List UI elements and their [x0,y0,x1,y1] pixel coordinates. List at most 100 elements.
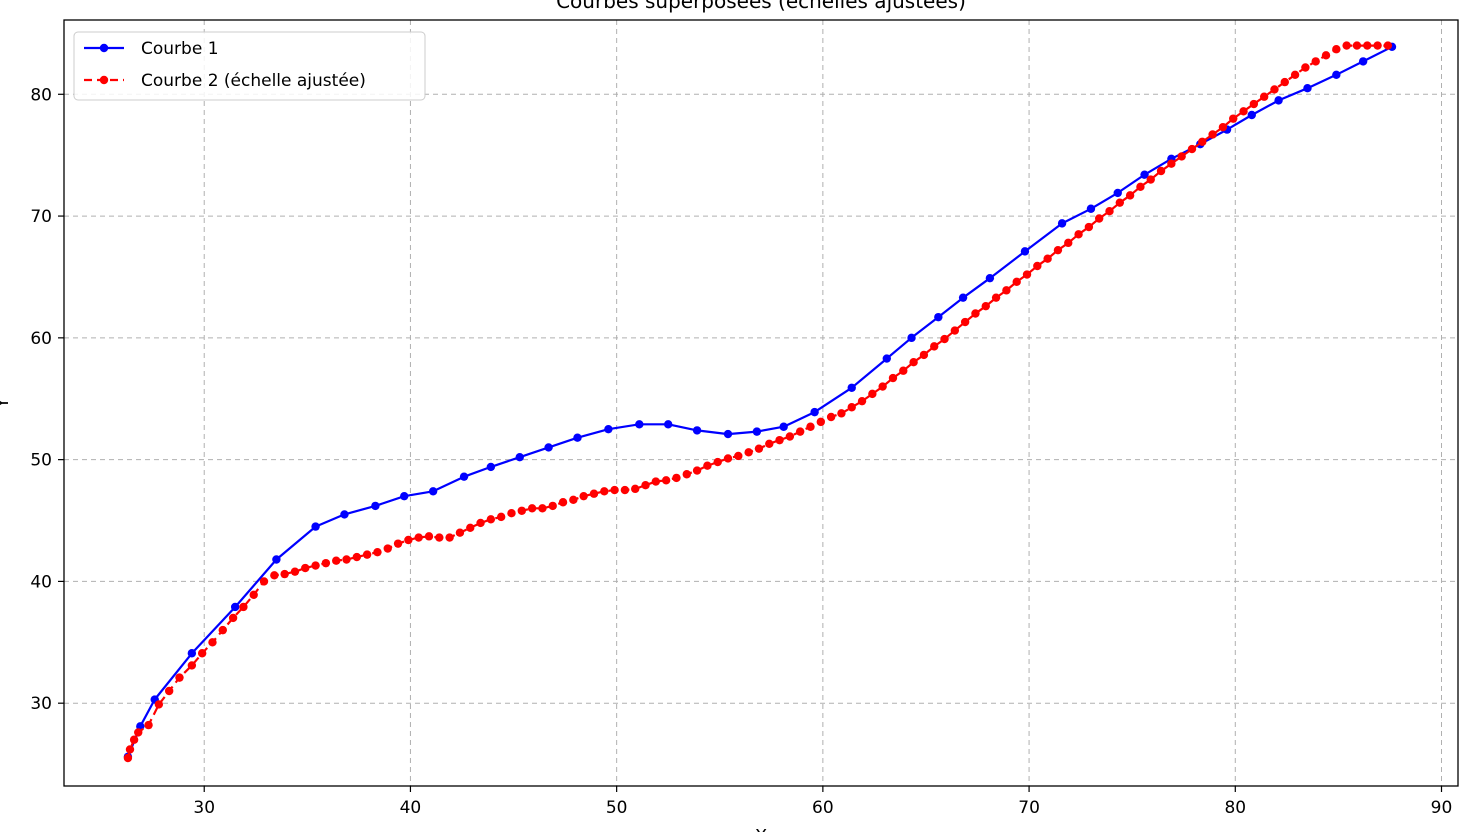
data-point [1057,219,1067,228]
data-point [321,558,331,568]
data-point [134,728,143,737]
data-point [144,720,153,730]
data-point [826,412,836,422]
data-point [272,555,281,564]
data-point [810,407,819,417]
data-point [1146,175,1155,184]
data-point [1383,41,1393,50]
chart-title: Courbes superposées (échelles ajustées) [556,0,966,13]
data-point [1247,110,1256,120]
data-point [1115,198,1125,207]
data-point [579,491,588,501]
series-1 [123,42,1397,761]
data-point [985,273,995,283]
legend-label-courbe-2: Courbe 2 (échelle ajustée) [141,71,366,91]
data-point [940,334,949,344]
x-axis-title: X [755,826,767,832]
data-point [517,506,526,515]
data-point [631,484,640,494]
data-point [1125,191,1135,200]
data-point [806,422,815,431]
data-point [1187,144,1197,154]
y-tick-label: 30 [30,694,52,714]
x-tick-label: 30 [193,798,215,818]
data-point [1218,122,1228,132]
data-point [635,420,644,429]
data-point [573,433,582,442]
data-point [1332,45,1341,54]
data-point [125,745,135,754]
y-tick-label: 40 [30,572,52,592]
data-point [882,354,891,363]
plot-frame [63,19,1459,787]
data-point [1064,238,1073,248]
data-point [352,552,362,562]
data-point [672,473,681,483]
y-tick-label: 60 [30,329,52,349]
data-point [837,409,846,418]
data-point [641,481,650,490]
data-point [404,535,413,545]
x-tick-label: 60 [812,798,834,818]
data-point [589,489,599,498]
data-point [259,577,269,586]
data-point [971,309,980,318]
data-point [651,477,661,486]
data-point [1084,222,1094,232]
data-point [459,472,469,481]
axis-ticks: 30 40 50 60 70 80 90 30 40 50 60 70 80 [30,85,1452,818]
data-point [373,547,382,557]
y-tick-label: 80 [30,85,52,105]
data-point [919,350,929,360]
data-point [187,661,197,670]
data-point [604,424,613,434]
data-point [1280,77,1289,87]
data-point [280,569,289,579]
legend-marker-courbe-2 [99,75,109,85]
data-point [435,533,444,542]
data-point [538,504,547,513]
data-point [311,522,320,531]
data-point [857,396,867,406]
data-point [123,753,133,763]
data-point [1140,170,1149,179]
data-point [164,686,174,696]
data-point [1022,270,1032,279]
data-point [569,495,578,505]
data-point [888,373,898,383]
data-point [486,462,496,472]
data-point [1105,206,1114,216]
x-tick-label: 80 [1224,798,1246,818]
data-point [1113,188,1122,198]
series-line [126,44,1388,759]
data-point [1274,96,1283,105]
data-point [332,556,341,565]
data-point [1332,70,1341,80]
legend-marker-courbe-1 [99,43,109,53]
data-point [868,389,877,399]
data-point [362,550,372,559]
data-point [1167,159,1176,168]
data-point [249,590,258,600]
data-point [342,555,351,564]
data-point [1053,245,1063,255]
data-point [682,470,691,479]
data-point [208,638,217,647]
data-point [424,532,434,541]
data-point [175,673,184,682]
data-point [1342,41,1351,50]
data-point [899,366,908,375]
plot-series [123,41,1397,763]
data-point [290,567,300,576]
data-point [228,613,238,623]
data-point [1198,137,1207,146]
data-point [703,461,712,470]
x-tick-label: 70 [1018,798,1040,818]
series-line [126,45,1393,758]
x-tick-label: 40 [400,798,422,818]
data-point [1002,286,1011,295]
data-point [779,422,788,431]
data-point [795,427,805,436]
grid [64,20,1458,786]
data-point [723,429,733,439]
